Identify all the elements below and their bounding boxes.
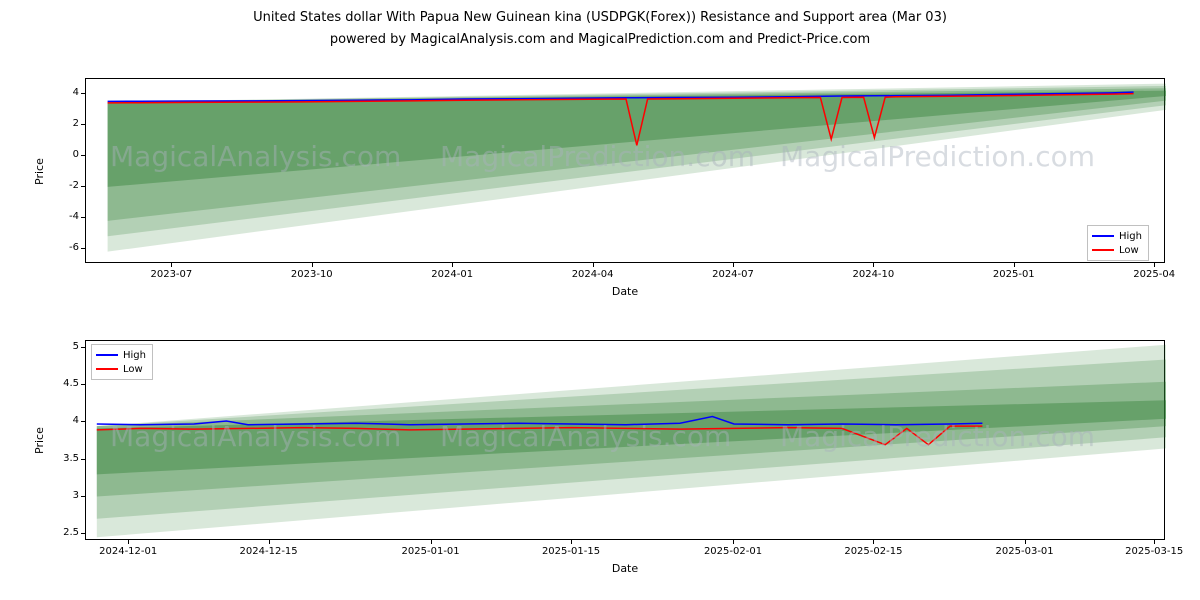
chart-svg bbox=[86, 79, 1166, 264]
ytick-label: 3 bbox=[43, 490, 79, 501]
xtick bbox=[452, 263, 453, 267]
ytick-label: -2 bbox=[43, 180, 79, 191]
xtick-label: 2025-04 bbox=[1114, 269, 1194, 280]
ytick bbox=[81, 347, 85, 348]
xtick bbox=[571, 540, 572, 544]
ytick-label: 0 bbox=[43, 149, 79, 160]
bottom-chart-axes bbox=[85, 340, 1165, 540]
legend-swatch bbox=[96, 354, 118, 356]
xtick bbox=[431, 540, 432, 544]
legend-swatch bbox=[96, 368, 118, 370]
ytick-label: 4 bbox=[43, 415, 79, 426]
xtick bbox=[269, 540, 270, 544]
xtick-label: 2025-01-01 bbox=[391, 546, 471, 557]
bottom-chart-xlabel: Date bbox=[85, 562, 1165, 575]
xtick-label: 2023-10 bbox=[272, 269, 352, 280]
legend-entry: High bbox=[96, 348, 146, 362]
chart-title: United States dollar With Papua New Guin… bbox=[0, 10, 1200, 25]
bottom-chart-legend: High Low bbox=[91, 344, 153, 380]
xtick-label: 2025-02-01 bbox=[693, 546, 773, 557]
xtick-label: 2025-03-15 bbox=[1114, 546, 1194, 557]
xtick bbox=[873, 263, 874, 267]
ytick bbox=[81, 186, 85, 187]
top-chart-legend: High Low bbox=[1087, 225, 1149, 261]
figure: United States dollar With Papua New Guin… bbox=[0, 0, 1200, 600]
ytick bbox=[81, 217, 85, 218]
xtick bbox=[593, 263, 594, 267]
xtick-label: 2024-12-15 bbox=[229, 546, 309, 557]
ytick-label: 3.5 bbox=[43, 453, 79, 464]
ytick bbox=[81, 533, 85, 534]
legend-label: High bbox=[1119, 231, 1142, 242]
chart-subtitle: powered by MagicalAnalysis.com and Magic… bbox=[0, 32, 1200, 47]
xtick bbox=[733, 540, 734, 544]
xtick-label: 2025-01 bbox=[974, 269, 1054, 280]
ytick bbox=[81, 124, 85, 125]
ytick bbox=[81, 248, 85, 249]
ytick bbox=[81, 421, 85, 422]
xtick-label: 2025-02-15 bbox=[833, 546, 913, 557]
xtick bbox=[1025, 540, 1026, 544]
ytick-label: 5 bbox=[43, 341, 79, 352]
ytick-label: -6 bbox=[43, 242, 79, 253]
top-chart-xlabel: Date bbox=[85, 285, 1165, 298]
xtick bbox=[873, 540, 874, 544]
xtick-label: 2023-07 bbox=[131, 269, 211, 280]
legend-entry: Low bbox=[1092, 243, 1142, 257]
ytick bbox=[81, 496, 85, 497]
xtick-label: 2024-12-01 bbox=[88, 546, 168, 557]
ytick-label: 4 bbox=[43, 87, 79, 98]
ytick bbox=[81, 155, 85, 156]
xtick-label: 2025-01-15 bbox=[531, 546, 611, 557]
xtick bbox=[1014, 263, 1015, 267]
top-chart-axes bbox=[85, 78, 1165, 263]
xtick bbox=[1154, 263, 1155, 267]
ytick-label: -4 bbox=[43, 211, 79, 222]
xtick bbox=[1154, 540, 1155, 544]
ytick bbox=[81, 384, 85, 385]
legend-entry: Low bbox=[96, 362, 146, 376]
ytick-label: 2 bbox=[43, 118, 79, 129]
legend-swatch bbox=[1092, 235, 1114, 237]
xtick-label: 2024-04 bbox=[553, 269, 633, 280]
xtick-label: 2024-01 bbox=[412, 269, 492, 280]
legend-entry: High bbox=[1092, 229, 1142, 243]
ytick bbox=[81, 459, 85, 460]
xtick bbox=[312, 263, 313, 267]
chart-svg bbox=[86, 341, 1166, 541]
xtick bbox=[171, 263, 172, 267]
ytick-label: 4.5 bbox=[43, 378, 79, 389]
xtick-label: 2025-03-01 bbox=[985, 546, 1065, 557]
legend-label: Low bbox=[123, 364, 143, 375]
ytick bbox=[81, 93, 85, 94]
bottom-chart-ylabel: Price bbox=[33, 427, 46, 454]
xtick-label: 2024-07 bbox=[693, 269, 773, 280]
legend-swatch bbox=[1092, 249, 1114, 251]
ytick-label: 2.5 bbox=[43, 527, 79, 538]
xtick bbox=[128, 540, 129, 544]
legend-label: Low bbox=[1119, 245, 1139, 256]
xtick-label: 2024-10 bbox=[833, 269, 913, 280]
legend-label: High bbox=[123, 350, 146, 361]
xtick bbox=[733, 263, 734, 267]
